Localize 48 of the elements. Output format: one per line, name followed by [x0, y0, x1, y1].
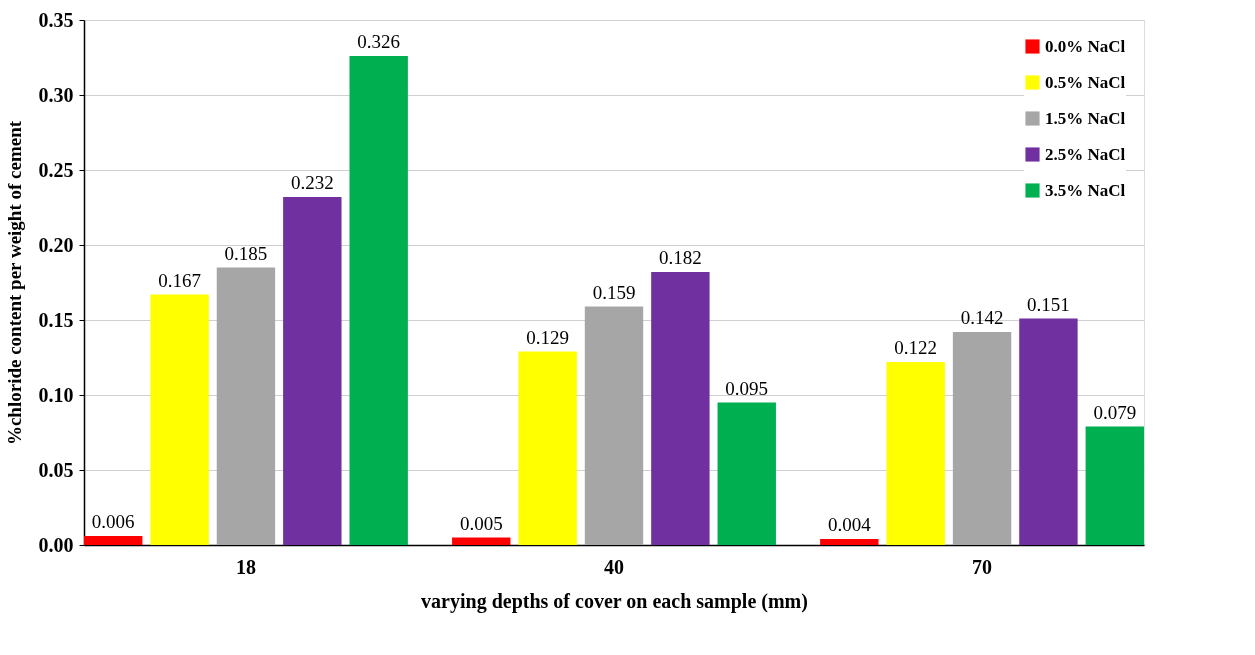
- data-label: 0.167: [158, 269, 201, 291]
- x-tick-label: 70: [972, 555, 993, 578]
- bar: [952, 332, 1012, 545]
- data-label: 0.142: [960, 307, 1004, 328]
- y-tick-label: 0.20: [38, 233, 74, 256]
- bar: [717, 402, 776, 545]
- data-label: 0.151: [1027, 293, 1070, 315]
- x-tick-label: 40: [604, 555, 624, 578]
- y-tick-label: 0.15: [38, 308, 74, 331]
- legend-label: 0.0% NaCl: [1045, 36, 1126, 56]
- bar: [584, 306, 644, 545]
- data-label: 0.159: [592, 281, 636, 303]
- bar: [886, 362, 945, 545]
- legend-label: 2.5% NaCl: [1045, 144, 1126, 164]
- bar: [518, 351, 577, 545]
- y-tick-label: 0.10: [38, 383, 74, 406]
- legend-label: 3.5% NaCl: [1045, 180, 1126, 200]
- bar: [84, 536, 143, 545]
- y-tick-label: 0.25: [38, 158, 74, 181]
- bar: [349, 56, 408, 545]
- y-tick-label: 0.35: [38, 8, 74, 31]
- bar: [820, 539, 879, 545]
- y-tick-label: 0.30: [38, 83, 74, 106]
- y-tick-label: 0.05: [38, 458, 74, 481]
- data-label: 0.326: [357, 31, 401, 52]
- bar: [1019, 318, 1078, 545]
- y-axis-title: %chloride content per weight of cement: [3, 120, 25, 446]
- data-label: 0.182: [659, 247, 702, 268]
- data-label: 0.129: [526, 326, 569, 348]
- data-label: 0.095: [725, 377, 769, 399]
- data-label: 0.122: [894, 337, 938, 358]
- bar: [1085, 426, 1144, 545]
- bar: [452, 537, 511, 545]
- data-label: 0.185: [224, 242, 268, 264]
- data-label: 0.232: [290, 172, 334, 193]
- x-axis-title: varying depths of cover on each sample (mm): [421, 589, 808, 613]
- data-label: 0.005: [459, 512, 503, 534]
- bar: [150, 294, 209, 545]
- data-label: 0.004: [827, 514, 872, 535]
- bar: [216, 267, 276, 545]
- legend-label: 0.5% NaCl: [1045, 72, 1126, 92]
- bar: [651, 272, 710, 545]
- data-label: 0.006: [91, 511, 135, 532]
- y-tick-label: 0.00: [38, 533, 74, 556]
- x-tick-label: 18: [235, 555, 256, 578]
- legend-label: 1.5% NaCl: [1045, 108, 1126, 128]
- bar: [283, 197, 342, 545]
- data-label: 0.079: [1093, 401, 1137, 423]
